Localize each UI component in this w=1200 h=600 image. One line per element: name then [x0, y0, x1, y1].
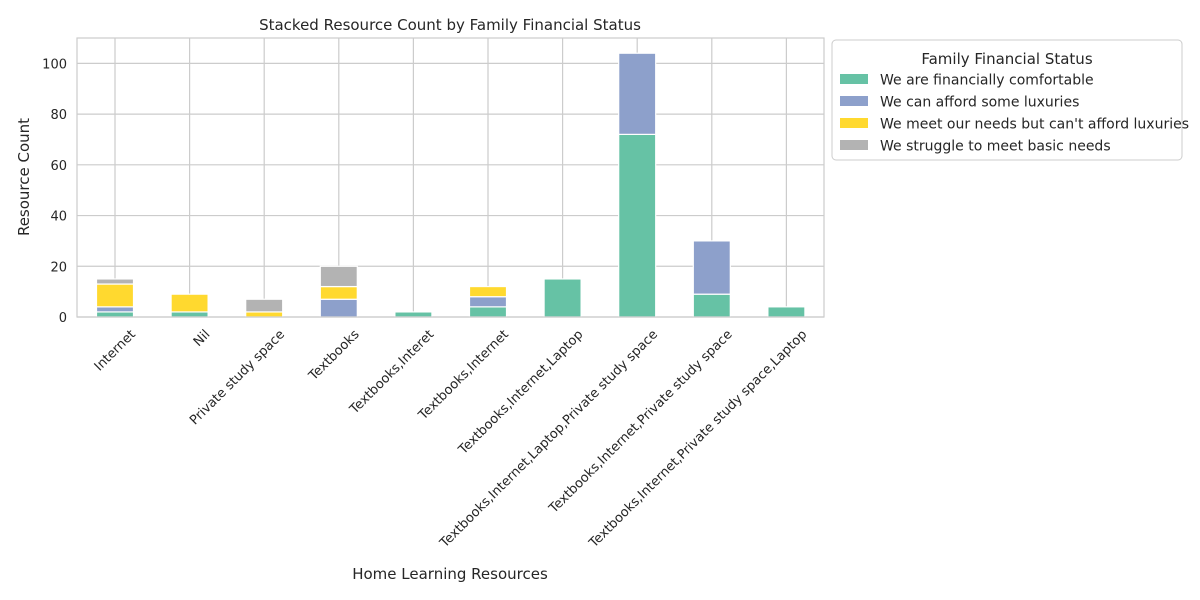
- legend-label: We can afford some luxuries: [880, 95, 1079, 111]
- bars-layer: [95, 52, 806, 318]
- bar-segment: [394, 311, 433, 318]
- bar-segment: [468, 285, 508, 298]
- bar-segment: [767, 306, 806, 318]
- chart-title: Stacked Resource Count by Family Financi…: [259, 16, 641, 34]
- legend-box: [831, 39, 1183, 161]
- legend-swatch: [840, 96, 868, 106]
- legend-label: We struggle to meet basic needs: [880, 139, 1111, 155]
- bar-segment: [170, 293, 209, 313]
- y-tick-label: 100: [42, 57, 67, 72]
- legend-label: We are financially comfortable: [880, 73, 1094, 89]
- bar-segment: [468, 296, 508, 308]
- y-tick-label: 0: [59, 311, 67, 326]
- bar-segment: [245, 298, 284, 313]
- x-tick-label: Internet: [92, 327, 139, 374]
- x-tick-label: Textbooks,Internet,Laptop: [455, 327, 586, 458]
- bar-segment: [95, 278, 135, 285]
- bar-segment: [468, 306, 508, 318]
- bar-segment: [95, 311, 135, 318]
- y-axis-label: Resource Count: [15, 118, 33, 236]
- bar-segment: [170, 311, 209, 318]
- bar-segment: [245, 311, 284, 318]
- y-tick-label: 40: [50, 210, 67, 225]
- legend-label: We meet our needs but can't afford luxur…: [880, 117, 1189, 133]
- y-tick-label: 80: [50, 108, 67, 123]
- bar-segment: [692, 240, 731, 295]
- y-tick-label: 20: [50, 260, 67, 275]
- x-axis-label: Home Learning Resources: [352, 565, 548, 583]
- x-tick-label: Nil: [191, 327, 214, 350]
- bar-segment: [319, 265, 358, 288]
- bar-segment: [95, 306, 135, 313]
- bar-segment: [618, 133, 657, 318]
- legend-items: We are financially comfortable We can aff…: [840, 73, 1189, 155]
- plot-frame: [76, 37, 825, 318]
- bar-segment: [95, 283, 135, 308]
- legend-swatch: [840, 140, 868, 150]
- bar-segment: [692, 293, 731, 318]
- bar-segment: [319, 285, 358, 300]
- legend-swatch: [840, 74, 868, 84]
- legend-swatch: [840, 118, 868, 128]
- y-tick-labels: 0 20 40 60 80 100: [42, 57, 67, 326]
- y-tick-label: 60: [50, 159, 67, 174]
- grid-layer: [77, 38, 824, 318]
- bar-segment: [543, 278, 582, 318]
- legend-title: Family Financial Status: [921, 50, 1092, 68]
- bar-segment: [618, 52, 657, 135]
- legend: Family Financial Status We are financial…: [831, 39, 1189, 161]
- bar-segment: [319, 298, 358, 318]
- x-tick-label: Textbooks: [306, 327, 363, 384]
